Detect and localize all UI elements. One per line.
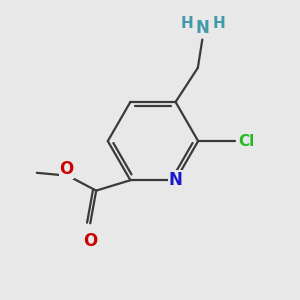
Text: N: N [169, 171, 182, 189]
Text: O: O [83, 232, 98, 250]
Text: H: H [212, 16, 225, 31]
Text: H: H [181, 16, 194, 31]
Text: Cl: Cl [238, 134, 254, 148]
Text: N: N [195, 19, 209, 37]
Text: O: O [59, 160, 74, 178]
